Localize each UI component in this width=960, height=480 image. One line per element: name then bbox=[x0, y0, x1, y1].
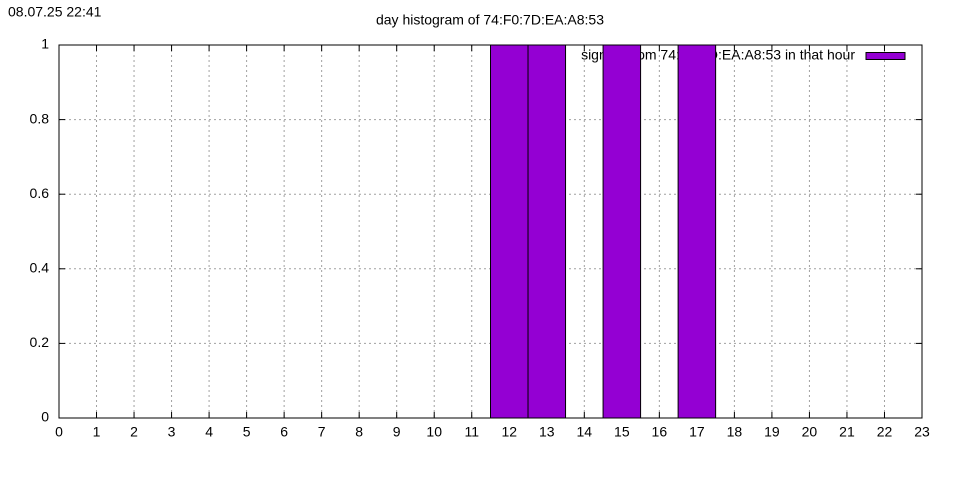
y-tick-label: 0.4 bbox=[30, 260, 50, 276]
x-tick-label: 22 bbox=[877, 424, 893, 440]
x-tick-label: 3 bbox=[168, 424, 176, 440]
x-tick-label: 20 bbox=[802, 424, 818, 440]
y-tick-label: 0.6 bbox=[30, 185, 50, 201]
legend-label: signals from 74:F0:7D:EA:A8:53 in that h… bbox=[581, 47, 855, 63]
plot-border bbox=[58, 44, 923, 419]
x-tick-label: 18 bbox=[727, 424, 743, 440]
x-tick-label: 13 bbox=[539, 424, 555, 440]
x-tick-label: 0 bbox=[55, 424, 63, 440]
x-tick-label: 7 bbox=[318, 424, 326, 440]
legend-swatch bbox=[865, 52, 906, 60]
x-tick-label: 6 bbox=[280, 424, 288, 440]
bar bbox=[677, 45, 717, 418]
y-tick-label: 0 bbox=[41, 409, 49, 425]
x-tick-label: 11 bbox=[464, 424, 479, 440]
timestamp: 08.07.25 22:41 bbox=[8, 4, 102, 20]
bar bbox=[602, 45, 642, 418]
x-tick-label: 8 bbox=[355, 424, 363, 440]
x-tick-label: 15 bbox=[614, 424, 630, 440]
x-tick-label: 2 bbox=[130, 424, 138, 440]
x-tick-label: 21 bbox=[839, 424, 855, 440]
chart-title: day histogram of 74:F0:7D:EA:A8:53 bbox=[376, 12, 604, 28]
x-tick-label: 14 bbox=[577, 424, 593, 440]
x-tick-label: 19 bbox=[764, 424, 780, 440]
y-tick-label: 0.2 bbox=[30, 334, 50, 350]
bar bbox=[527, 45, 567, 418]
y-tick-label: 0.8 bbox=[30, 110, 50, 126]
y-tick-label: 1 bbox=[41, 36, 49, 52]
x-tick-label: 12 bbox=[501, 424, 517, 440]
x-tick-label: 1 bbox=[93, 424, 101, 440]
x-tick-label: 4 bbox=[205, 424, 213, 440]
bars bbox=[490, 45, 717, 418]
x-tick-label: 5 bbox=[243, 424, 251, 440]
x-tick-label: 16 bbox=[652, 424, 668, 440]
x-tick-label: 23 bbox=[914, 424, 930, 440]
bar bbox=[490, 45, 529, 418]
x-tick-label: 10 bbox=[426, 424, 442, 440]
x-tick-label: 17 bbox=[689, 424, 705, 440]
x-tick-label: 9 bbox=[393, 424, 401, 440]
